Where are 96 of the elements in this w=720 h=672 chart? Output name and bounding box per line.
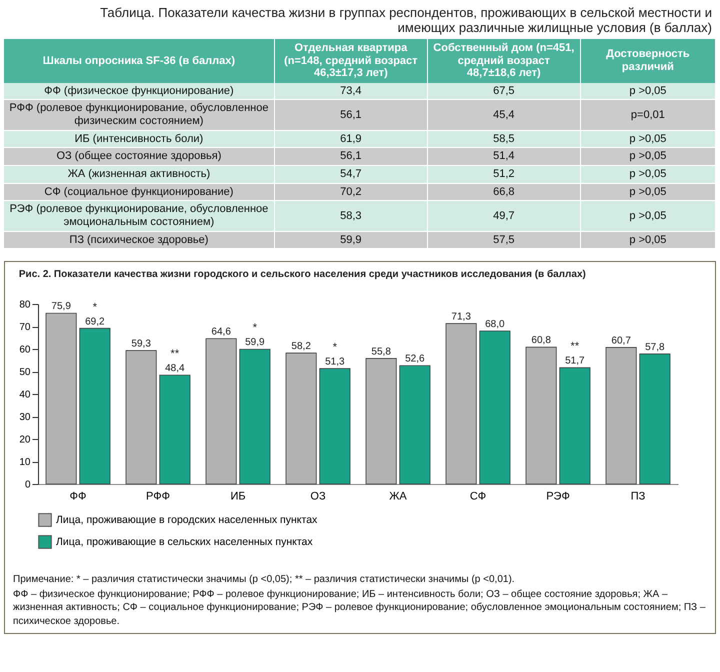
- bar: [319, 368, 350, 485]
- text: 67,5: [493, 84, 515, 97]
- text: 51,4: [493, 150, 515, 162]
- text: p >0,05: [629, 132, 666, 145]
- y-tick-label: 30: [19, 412, 31, 424]
- x-tick-label: ИБ: [230, 490, 246, 503]
- x-tick-label: ФФ: [70, 490, 86, 503]
- bar: [479, 330, 510, 485]
- x-tick-label: ПЗ: [630, 490, 646, 503]
- data-label: 68,0: [485, 319, 506, 330]
- bar: [46, 313, 77, 485]
- text: 59,9: [340, 234, 362, 246]
- text: 58,5: [493, 132, 515, 145]
- data-label: 48,4: [165, 363, 186, 374]
- text: 51,2: [493, 168, 515, 180]
- data-label: 51,3: [325, 356, 346, 368]
- text: 73,4: [340, 84, 362, 97]
- category-label: Шкалы опросника SF-36 (в баллах): [4, 38, 274, 83]
- bar: [159, 374, 190, 485]
- text: p >0,05: [629, 84, 666, 97]
- annotation: **: [570, 340, 580, 353]
- x-tick-label: РФФ: [146, 490, 170, 503]
- bar: [239, 349, 270, 485]
- text: p >0,05: [629, 168, 666, 180]
- x-tick-label: РЭФ: [546, 490, 570, 503]
- text: p >0,05: [629, 234, 666, 246]
- bar: [366, 358, 397, 485]
- legend-label: Лица, проживающие в городских населенных пунктах: [56, 514, 318, 526]
- y-tick-label: 80: [19, 300, 31, 311]
- text: Таблица. Показатели качества жизни в группах респондентов, проживающих в сельской местности и имеющих различные жилищные условия (в баллах): [99, 4, 713, 37]
- y-tick-label: 0: [24, 480, 31, 491]
- bar: [206, 338, 237, 485]
- data-label: 55,8: [371, 346, 392, 358]
- data-label: 60,8: [531, 335, 552, 346]
- text: ПЗ (психическое здоровье): [69, 234, 208, 246]
- annotation: **: [170, 348, 180, 360]
- bar: [286, 352, 317, 485]
- data-label: 59,3: [131, 338, 152, 350]
- bar: [399, 365, 430, 485]
- x-tick-label: ЖА: [389, 490, 408, 503]
- annotation: *: [92, 302, 98, 314]
- bar: [79, 328, 110, 485]
- text: 57,5: [493, 234, 515, 246]
- text: ФФ – физическое функционирование; РФФ – ролевое функционирование; ИБ – интенсивность боли; ОЗ – общее состояние здоровья; ЖА – жизненная активность; СФ – социальное функционирование; РЭФ – ролевое функционирование; обусловленное эмоциональным состоянием; ПЗ – психическое здоровье.: [13, 588, 706, 628]
- data-label: 51,7: [565, 356, 586, 367]
- category-label: Достоверность различий: [580, 38, 716, 83]
- legend-label: Лица, проживающие в сельских населенных пунктах: [56, 536, 314, 548]
- annotation: *: [252, 322, 258, 334]
- data-label: 64,6: [211, 326, 232, 338]
- data-label: 57,8: [645, 342, 666, 354]
- text: ФФ (физическое функционирование): [44, 84, 234, 97]
- data-label: 60,7: [611, 336, 632, 347]
- bar: [126, 350, 157, 485]
- category-label: Отдельная квартира (n=148, средний возраст 46,3±17,3 лет): [274, 38, 428, 83]
- data-label: 52,6: [405, 354, 426, 365]
- y-tick-label: 10: [19, 457, 31, 468]
- data-label: 71,3: [451, 312, 472, 323]
- data-label: 58,2: [291, 341, 312, 352]
- category-label: Собственный дом (n=451, средний возраст 48,7±18,6 лет): [427, 38, 580, 83]
- data-label: 69,2: [85, 316, 106, 328]
- text: РЭФ (ролевое функционирование, обусловленное эмоциональным состоянием): [10, 203, 268, 228]
- text: ИБ (интенсивность боли): [74, 132, 204, 145]
- x-tick-label: ОЗ: [310, 490, 326, 503]
- text: p=0,01: [630, 108, 665, 121]
- text: 56,1: [340, 108, 362, 121]
- bar: [639, 354, 670, 485]
- annotation: *: [332, 342, 338, 354]
- y-tick-label: 60: [19, 344, 31, 356]
- text: 45,4: [493, 108, 515, 121]
- y-tick-label: 40: [19, 390, 31, 401]
- text: ОЗ (общее состояние здоровья): [56, 150, 222, 162]
- text: 56,1: [340, 150, 362, 162]
- text: 66,8: [493, 186, 515, 198]
- y-tick-label: 70: [19, 322, 31, 334]
- text: p >0,05: [629, 210, 666, 222]
- text: 54,7: [340, 168, 362, 180]
- text: Примечание: * – различия статистически значимы (p <0,05); ** – различия статистически значимы (p <0,01).: [13, 573, 516, 587]
- bar: [606, 347, 637, 485]
- text: 61,9: [340, 132, 362, 145]
- text: РФФ (ролевое функционирование, обусловленное физическим состоянием): [9, 102, 268, 128]
- text: 58,3: [340, 210, 362, 222]
- bar: [559, 367, 590, 485]
- text: СФ (социальное функционирование): [44, 186, 234, 198]
- text: p >0,05: [629, 150, 666, 162]
- text: p >0,05: [629, 186, 666, 198]
- text: 49,7: [493, 210, 515, 222]
- data-label: 75,9: [51, 301, 72, 312]
- bar: [526, 347, 557, 485]
- text: 70,2: [340, 186, 362, 198]
- chart-title: Рис. 2. Показатели качества жизни городского и сельского населения среди участников исследования (в баллах): [18, 269, 586, 280]
- y-tick-label: 20: [19, 434, 31, 446]
- y-tick-label: 50: [19, 367, 31, 378]
- text: ЖА (жизненная активность): [68, 168, 210, 180]
- x-tick-label: СФ: [470, 490, 486, 503]
- bar: [446, 323, 477, 485]
- data-label: 59,9: [245, 337, 266, 348]
